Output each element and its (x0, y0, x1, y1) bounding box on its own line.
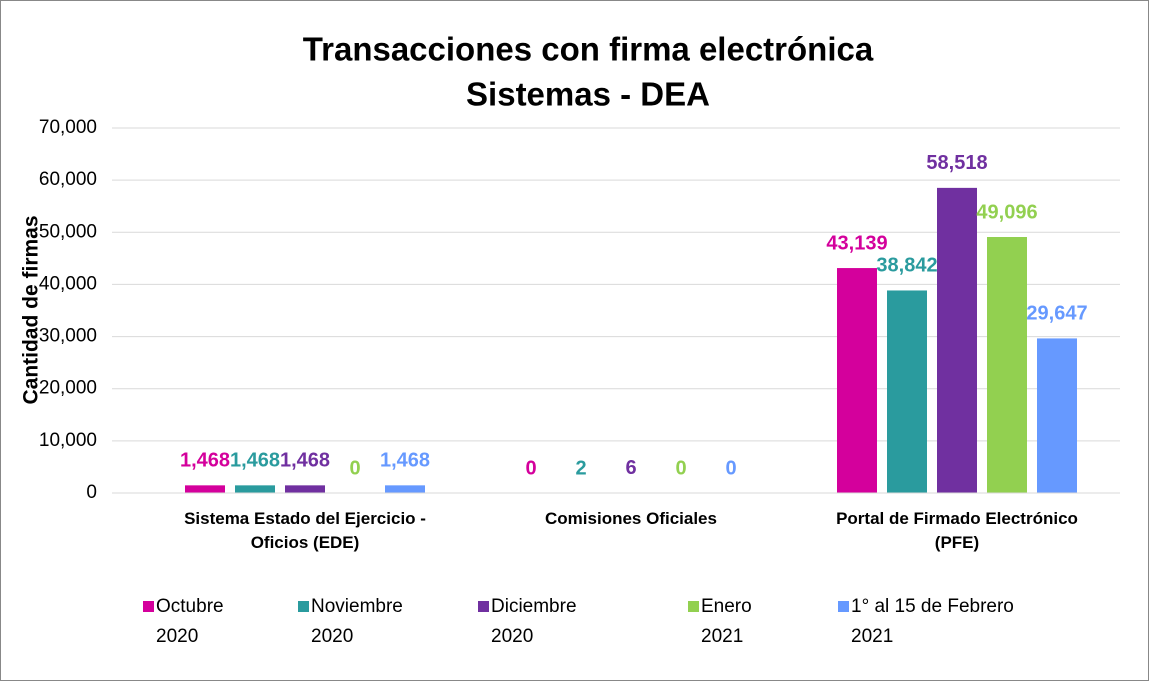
data-label: 0 (725, 457, 736, 479)
x-tick-label: Comisiones Oficiales (545, 509, 717, 528)
y-tick-label: 20,000 (39, 378, 97, 399)
data-label: 6 (625, 457, 636, 479)
data-label: 0 (349, 457, 360, 479)
chart-title: Sistemas - DEA (466, 76, 710, 113)
legend-swatch (298, 601, 309, 612)
y-tick-label: 40,000 (39, 273, 97, 294)
data-label: 0 (675, 457, 686, 479)
data-label: 2 (575, 457, 586, 479)
y-tick-label: 0 (86, 482, 97, 503)
bar (385, 485, 425, 493)
legend-swatch (688, 601, 699, 612)
y-axis-label: Cantidad de firmas (20, 215, 43, 404)
data-label: 29,647 (1026, 303, 1087, 325)
bar (1037, 338, 1077, 493)
y-tick-label: 60,000 (39, 169, 97, 190)
bar (285, 485, 325, 493)
data-label: 1,468 (180, 450, 230, 472)
y-tick-label: 30,000 (39, 326, 97, 347)
y-tick-label: 10,000 (39, 430, 97, 451)
data-label: 43,139 (826, 232, 887, 254)
data-label: 58,518 (926, 152, 987, 174)
y-tick-label: 70,000 (39, 117, 97, 138)
bar (987, 237, 1027, 493)
bar (937, 188, 977, 493)
data-label: 1,468 (380, 450, 430, 472)
bar (837, 268, 877, 493)
y-tick-label: 50,000 (39, 221, 97, 242)
legend-swatch (838, 601, 849, 612)
bar (235, 485, 275, 493)
bar (185, 485, 225, 493)
data-label: 1,468 (230, 450, 280, 472)
chart-title: Transacciones con firma electrónica (303, 31, 874, 68)
legend-swatch (143, 601, 154, 612)
data-label: 49,096 (976, 201, 1037, 223)
data-label: 0 (525, 457, 536, 479)
data-label: 1,468 (280, 450, 330, 472)
bar (887, 290, 927, 493)
legend-swatch (478, 601, 489, 612)
data-label: 38,842 (876, 255, 937, 277)
